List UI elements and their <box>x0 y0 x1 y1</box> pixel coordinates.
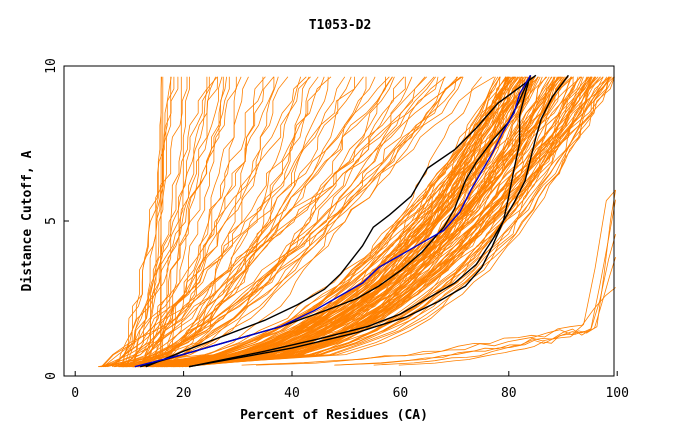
model-curve <box>160 76 190 367</box>
model-curve <box>132 76 302 368</box>
model-curve <box>144 76 439 368</box>
model-curve <box>129 76 437 368</box>
model-curve <box>334 199 616 366</box>
model-curve <box>143 76 556 368</box>
model-curve <box>132 76 610 368</box>
x-tick-label: 100 <box>605 386 628 401</box>
model-curve <box>137 76 227 368</box>
axis-ticks: 0 20 40 60 80 100 0 5 10 <box>44 58 629 401</box>
model-curve <box>118 76 386 368</box>
model-curve <box>151 76 612 368</box>
model-curve <box>163 76 550 368</box>
model-curve <box>132 76 574 368</box>
model-curve <box>104 76 367 368</box>
model-curve <box>140 76 224 367</box>
model-curve <box>123 76 218 367</box>
model-curve <box>115 76 463 368</box>
model-curve <box>163 76 573 368</box>
plot-area <box>98 74 616 368</box>
model-curve <box>148 76 499 368</box>
y-axis-label: Distance Cutoff, A <box>20 150 35 291</box>
model-curve <box>98 76 319 368</box>
model-curve <box>140 76 332 367</box>
model-curve <box>180 76 532 368</box>
model-curve <box>149 76 393 368</box>
model-curve <box>125 76 589 368</box>
highlight-black-series-3 <box>188 75 532 368</box>
model-curve <box>137 76 289 367</box>
x-tick-label: 80 <box>501 386 517 401</box>
model-curve <box>160 76 249 367</box>
highlight-blue-series <box>134 74 532 368</box>
model-curve <box>113 76 352 368</box>
highlight-black-series-4 <box>188 74 569 368</box>
model-curve <box>134 76 426 368</box>
model-curve <box>103 76 307 368</box>
y-tick-label: 0 <box>44 372 59 380</box>
model-curve <box>133 76 593 368</box>
model-curve <box>133 76 218 367</box>
model-curve <box>112 76 364 367</box>
model-curve <box>99 76 325 368</box>
model-curve <box>113 76 523 368</box>
x-tick-label: 0 <box>71 386 79 401</box>
highlight-black-series-1 <box>145 74 537 368</box>
model-curve <box>122 76 601 368</box>
model-curve <box>132 76 511 368</box>
model-curve <box>146 76 275 367</box>
model-curve <box>102 76 390 367</box>
model-curve <box>157 76 182 367</box>
model-curve <box>121 76 516 368</box>
model-curve <box>106 76 217 368</box>
model-curve <box>131 76 208 367</box>
model-curve <box>123 76 237 367</box>
y-tick-label: 10 <box>44 58 59 74</box>
model-curve <box>120 76 179 367</box>
model-curve <box>165 76 610 368</box>
model-curve <box>123 76 446 367</box>
y-tick-label: 5 <box>44 217 59 225</box>
model-curve <box>123 76 427 368</box>
model-curve <box>174 76 535 368</box>
model-curve <box>149 76 405 368</box>
model-curve <box>114 76 275 368</box>
model-curve <box>126 76 210 367</box>
model-curve <box>150 76 564 368</box>
model-curve <box>152 76 413 368</box>
model-curve <box>175 76 610 368</box>
model-curve <box>108 76 223 368</box>
model-curve <box>145 76 172 367</box>
model-curve <box>117 76 188 367</box>
model-curve <box>255 189 616 366</box>
model-curve <box>123 76 172 367</box>
model-curve <box>158 76 579 368</box>
model-curve <box>398 189 616 366</box>
model-curve <box>99 76 532 368</box>
model-curve <box>182 76 515 368</box>
x-axis-label: Percent of Residues (CA) <box>240 408 428 423</box>
model-curve <box>160 76 508 368</box>
model-curve <box>157 76 266 368</box>
model-curve <box>124 76 615 368</box>
model-curve <box>132 76 501 368</box>
model-curve <box>144 76 310 368</box>
x-tick-label: 40 <box>284 386 300 401</box>
model-curve <box>135 76 279 368</box>
model-curve <box>122 76 567 368</box>
chart-title: T1053-D2 <box>309 18 372 33</box>
model-curve <box>123 76 329 368</box>
x-tick-label: 20 <box>176 386 192 401</box>
model-curve <box>134 76 509 368</box>
model-curve <box>135 76 445 368</box>
x-tick-label: 60 <box>393 386 409 401</box>
